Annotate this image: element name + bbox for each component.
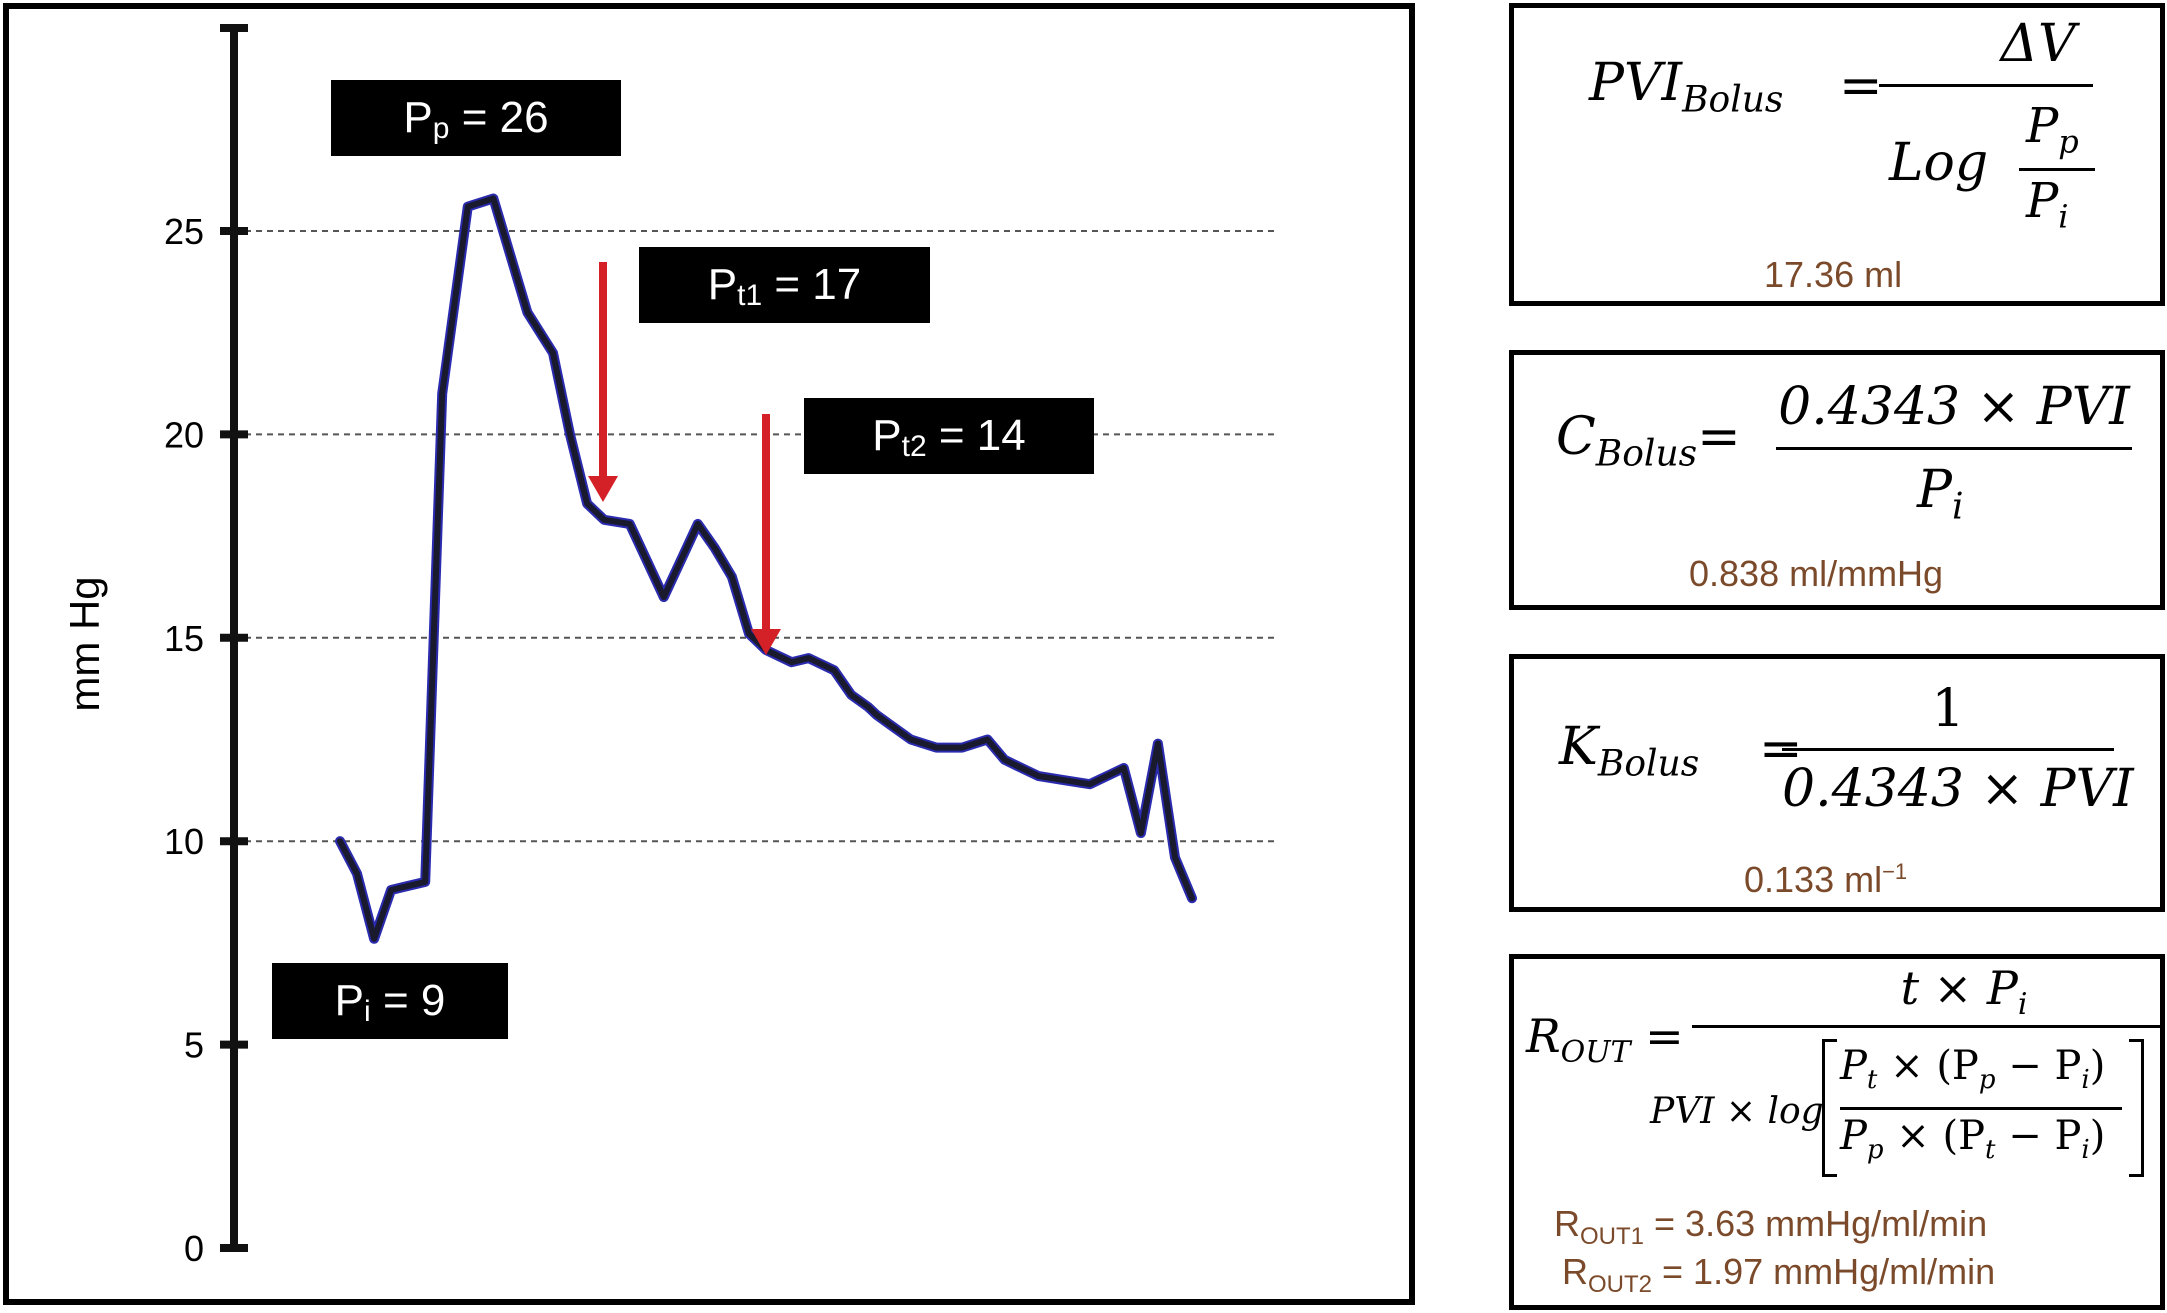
red-arrow-head [751,629,781,655]
series-line [337,195,1195,942]
pvi-result: 17.36 ml [1764,254,1903,295]
red-arrow-head [588,476,618,502]
pvi-equals: = [1839,56,1883,116]
formula-box-k: KBolus = 1 0.4343 × PVI 0.133 ml−1 [1509,654,2165,912]
y-axis-label: mm Hg [61,576,108,712]
pvi-lhs: PVIBolus [1589,53,1784,121]
formula-box-pvi: PVIBolus = ΔV Log Pp Pi 17.36 ml [1509,3,2165,306]
k-fraction-bar [1782,748,2114,751]
pvi-inner-fraction-bar [2019,168,2095,171]
pvi-denominator-log: Log [1889,133,1989,193]
y-tick-label: 10 [164,821,204,862]
c-denominator: Pi [1917,460,1964,528]
r-lhs: ROUT = [1526,1009,1684,1071]
chart-panel [3,3,1415,1305]
annotation-pi: Pi = 9 [272,963,508,1039]
r-fraction-bar [1692,1025,2160,1028]
r-right-bracket [2129,1039,2144,1177]
pvi-fraction-bar [1879,84,2093,87]
pressure-chart: 0 5 10 15 20 25 [164,24,1278,1269]
r-inner-fraction-bar [1840,1107,2122,1110]
r-inner-numerator: Pt × (Pp − Pi) [1840,1043,2106,1095]
k-denominator: 0.4343 × PVI [1782,759,2134,819]
pvi-inner-denominator: Pi [2026,173,2069,236]
y-tick-label: 20 [164,414,204,455]
annotation-pt2: Pt2 = 14 [804,398,1094,474]
c-lhs: CBolus= [1556,407,1741,475]
c-fraction-bar [1776,447,2132,450]
annotation-pp: Pp = 26 [331,80,621,156]
k-lhs: KBolus [1559,717,1700,785]
y-tick-label: 5 [184,1025,204,1066]
c-result: 0.838 ml/mmHg [1689,553,1944,594]
r-left-bracket [1822,1039,1837,1177]
r-denominator-prefix: PVI × log [1650,1091,1824,1132]
formula-box-c: CBolus= 0.4343 × PVI Pi 0.838 ml/mmHg [1509,350,2165,610]
pvi-inner-numerator: Pp [2026,98,2079,161]
r-numerator: t × Pi [1900,961,2028,1023]
y-tick-label: 0 [184,1228,204,1269]
y-tick-label: 15 [164,618,204,659]
c-numerator: 0.4343 × PVI [1778,377,2130,437]
r-inner-denominator: Pp × (Pt − Pi) [1840,1113,2106,1165]
r-result-1: ROUT1 = 3.63 mmHg/ml/min [1554,1203,1988,1251]
r-result-2: ROUT2 = 1.97 mmHg/ml/min [1562,1251,1996,1299]
annotation-pt1: Pt1 = 17 [639,247,930,323]
k-result: 0.133 ml−1 [1744,859,1908,900]
formula-box-r: ROUT = t × Pi PVI × log Pt × (Pp − Pi) P… [1509,954,2165,1310]
pvi-numerator: ΔV [2000,14,2076,74]
k-numerator: 1 [1931,679,1965,739]
y-tick-label: 25 [164,211,204,252]
